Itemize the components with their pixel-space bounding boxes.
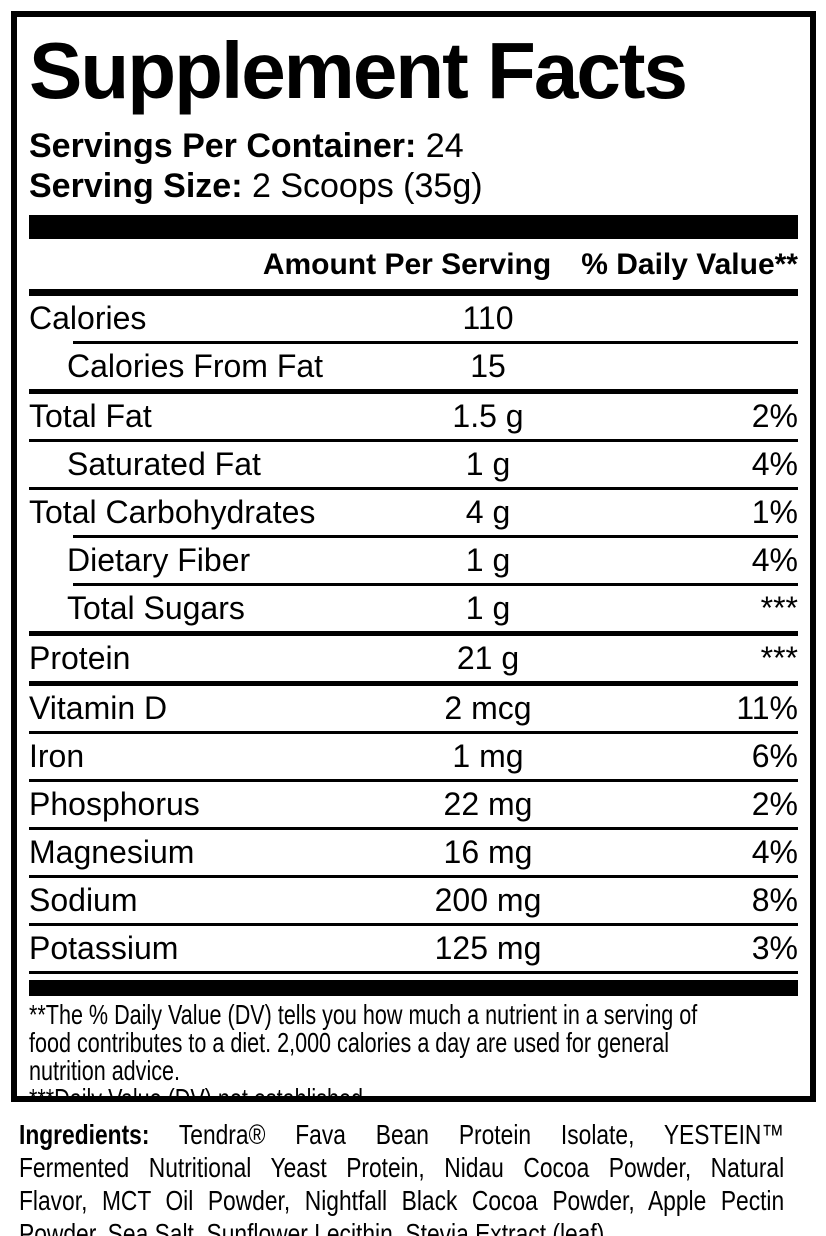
nutrient-row: Dietary Fiber 1 g 4% (29, 538, 798, 583)
nutrient-amount: 15 (470, 348, 506, 384)
row-separator (29, 875, 798, 878)
row-separator (29, 681, 798, 686)
nutrient-row: Sodium 200 mg 8% (29, 878, 798, 923)
nutrient-amount: 1 mg (452, 738, 524, 774)
row-separator (29, 779, 798, 782)
servings-per-container-row: Servings Per Container: 24 (29, 126, 798, 166)
row-separator (73, 535, 798, 538)
nutrient-row: Iron 1 mg 6% (29, 734, 798, 779)
divider-bar-top (29, 215, 798, 239)
row-separator (29, 827, 798, 830)
ingredients-line: Ingredients: Tendra® Fava Bean Protein I… (19, 1118, 784, 1151)
nutrient-name: Iron (29, 738, 85, 774)
nutrient-amount: 125 mg (434, 930, 542, 966)
serving-size-value: 2 Scoops (35g) (251, 167, 483, 205)
nutrient-row: Phosphorus 22 mg 2% (29, 782, 798, 827)
ingredients-text-line-2: Fermented Nutritional Yeast Protein, Nid… (19, 1152, 785, 1183)
row-separator (29, 731, 798, 734)
nutrient-row: Calories 110 (29, 296, 798, 341)
nutrient-dv: *** (760, 640, 798, 676)
nutrient-name: Calories (29, 300, 147, 336)
row-separator (29, 971, 798, 974)
nutrient-amount: 200 mg (434, 882, 542, 918)
footnote-daily-value: **The % Daily Value (DV) tells you how m… (29, 999, 698, 1086)
ingredients-text-line-3: Flavor, MCT Oil Powder, Nightfall Black … (19, 1185, 785, 1216)
nutrient-dv: 8% (751, 882, 798, 918)
nutrient-amount: 1.5 g (452, 398, 524, 434)
row-separator (29, 923, 798, 926)
header-separator (29, 289, 798, 296)
nutrient-amount: 1 g (465, 590, 511, 626)
nutrient-name: Total Carbohydrates (29, 494, 316, 530)
footnotes: **The % Daily Value (DV) tells you how m… (29, 999, 799, 1102)
nutrient-row: Saturated Fat 1 g 4% (29, 442, 798, 487)
panel-title: Supplement Facts (29, 26, 688, 115)
nutrient-name: Protein (29, 640, 131, 676)
row-separator (29, 439, 798, 442)
nutrient-name: Calories From Fat (67, 348, 324, 384)
nutrient-row: Magnesium 16 mg 4% (29, 830, 798, 875)
row-separator (29, 389, 798, 394)
ingredients-section: Ingredients: Tendra® Fava Bean Protein I… (19, 1118, 784, 1236)
serving-size-row: Serving Size: 2 Scoops (35g) (29, 166, 798, 206)
nutrient-table: Calories 110 Calories From Fat 15 Total Fat 1… (29, 296, 798, 974)
nutrient-amount: 4 g (465, 494, 511, 530)
nutrient-name: Saturated Fat (67, 446, 261, 482)
nutrient-name: Phosphorus (29, 786, 200, 822)
nutrient-dv: 2% (751, 398, 798, 434)
ingredients-text-line-4: Powder, Sea Salt, Sunflower Lecithin, St… (19, 1218, 611, 1236)
ingredients-label: Ingredients: (19, 1119, 150, 1150)
nutrient-row: Protein 21 g *** (29, 636, 798, 681)
servings-per-container-label: Servings Per Container: (29, 127, 417, 165)
nutrient-amount: 16 mg (443, 834, 533, 870)
nutrient-row: Total Sugars 1 g *** (29, 586, 798, 631)
nutrient-dv: 4% (751, 542, 798, 578)
nutrient-amount: 21 g (456, 640, 520, 676)
nutrient-name: Dietary Fiber (67, 542, 251, 578)
nutrient-name: Total Sugars (67, 590, 245, 626)
nutrient-row: Potassium 125 mg 3% (29, 926, 798, 971)
nutrient-row: Calories From Fat 15 (29, 344, 798, 389)
nutrient-dv: 11% (736, 690, 798, 726)
nutrient-name: Total Fat (29, 398, 152, 434)
nutrient-amount: 110 (462, 300, 514, 336)
nutrient-amount: 1 g (465, 542, 511, 578)
nutrient-amount: 2 mcg (444, 690, 532, 726)
row-separator (73, 583, 798, 586)
row-separator (73, 341, 798, 344)
servings-per-container-value: 24 (425, 127, 464, 165)
nutrient-row: Total Carbohydrates 4 g 1% (29, 490, 798, 535)
column-header-row: Amount Per Serving % Daily Value** (29, 239, 798, 289)
nutrient-dv: 1% (751, 494, 798, 530)
nutrient-name: Sodium (29, 882, 138, 918)
serving-size-label: Serving Size: (29, 167, 243, 205)
divider-bar-bottom (29, 980, 798, 996)
nutrient-row: Vitamin D 2 mcg 11% (29, 686, 798, 731)
amount-per-serving-header: Amount Per Serving (262, 248, 552, 281)
nutrient-name: Magnesium (29, 834, 195, 870)
nutrient-dv: 3% (751, 930, 798, 966)
nutrient-dv: 4% (751, 446, 798, 482)
nutrient-dv: 6% (751, 738, 798, 774)
daily-value-header: % Daily Value** (581, 248, 798, 281)
nutrient-dv: *** (760, 590, 798, 626)
nutrient-amount: 22 mg (443, 786, 533, 822)
ingredients-text-line-1: Tendra® Fava Bean Protein Isolate, YESTE… (178, 1119, 785, 1150)
footnote-not-established: ***Daily Value (DV) not established. (29, 1083, 369, 1102)
row-separator (29, 487, 798, 490)
nutrient-row: Total Fat 1.5 g 2% (29, 394, 798, 439)
nutrient-amount: 1 g (465, 446, 511, 482)
nutrient-name: Potassium (29, 930, 179, 966)
supplement-facts-panel: Supplement Facts Servings Per Container:… (11, 11, 816, 1102)
nutrient-dv: 4% (751, 834, 798, 870)
nutrient-name: Vitamin D (29, 690, 168, 726)
row-separator (29, 631, 798, 636)
nutrient-dv: 2% (751, 786, 798, 822)
